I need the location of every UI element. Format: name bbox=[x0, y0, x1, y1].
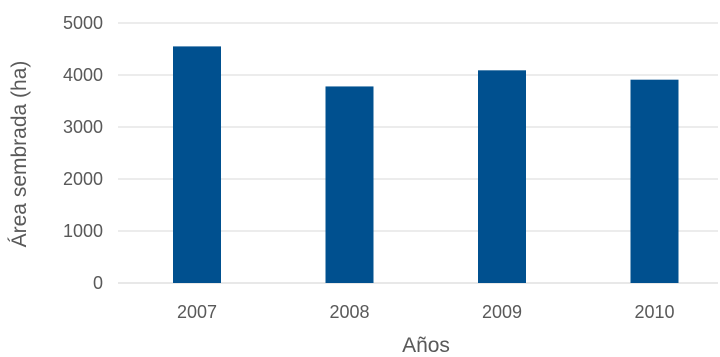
x-tick-labels: 2007 2008 2009 2010 bbox=[177, 302, 675, 322]
y-tick-label: 4000 bbox=[63, 65, 103, 85]
y-tick-label: 2000 bbox=[63, 169, 103, 189]
bar-2007 bbox=[173, 46, 221, 284]
x-tick-label: 2008 bbox=[329, 302, 369, 322]
y-tick-label: 1000 bbox=[63, 221, 103, 241]
y-tick-label: 0 bbox=[93, 273, 103, 293]
bar-2010 bbox=[630, 79, 679, 284]
y-tick-labels: 0 1000 2000 3000 4000 5000 bbox=[63, 13, 103, 293]
y-tick-label: 5000 bbox=[63, 13, 103, 33]
bars bbox=[173, 46, 679, 284]
x-tick-label: 2009 bbox=[482, 302, 522, 322]
bar-2009 bbox=[478, 70, 526, 283]
bar-2008 bbox=[325, 86, 374, 283]
x-tick-label: 2007 bbox=[177, 302, 217, 322]
x-axis-title: Años bbox=[402, 334, 450, 357]
y-axis-title: Área sembrada (ha) bbox=[8, 61, 31, 248]
x-tick-label: 2010 bbox=[634, 302, 674, 322]
y-tick-label: 3000 bbox=[63, 117, 103, 137]
